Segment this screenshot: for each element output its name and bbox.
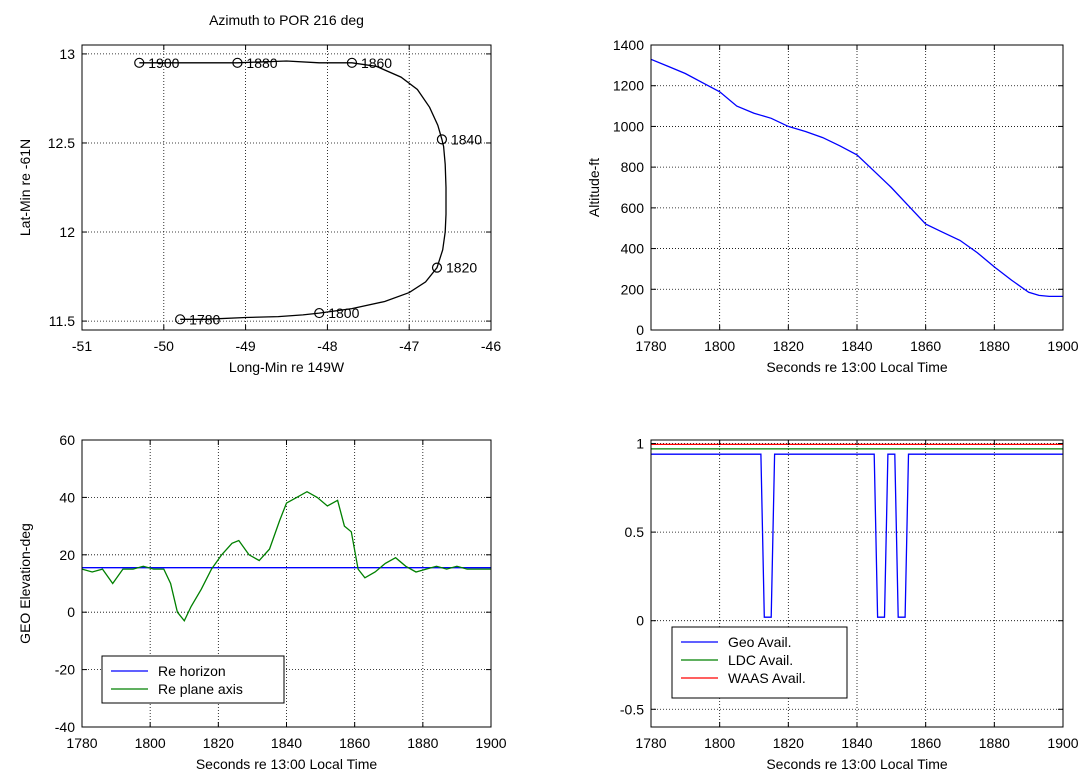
tick-label-y: 0.5 bbox=[625, 524, 645, 540]
chart-title: Azimuth to POR 216 deg bbox=[209, 12, 364, 28]
tick-label-y: 13 bbox=[59, 46, 75, 62]
tick-label-x: 1900 bbox=[1047, 338, 1078, 354]
tick-label-x: 1900 bbox=[1047, 735, 1078, 751]
tick-label-x: 1820 bbox=[773, 735, 804, 751]
marker-label: 1800 bbox=[328, 305, 359, 321]
tick-label-x: -48 bbox=[317, 338, 337, 354]
tick-label-x: 1800 bbox=[135, 735, 166, 751]
tick-label-x: 1800 bbox=[704, 338, 735, 354]
tick-label-x: 1840 bbox=[271, 735, 302, 751]
tick-label-x: -51 bbox=[72, 338, 92, 354]
marker-label: 1860 bbox=[361, 55, 392, 71]
tick-label-y: 60 bbox=[59, 432, 75, 448]
tick-label-x: 1880 bbox=[407, 735, 438, 751]
legend-label: Geo Avail. bbox=[728, 634, 792, 650]
marker-label: 1900 bbox=[148, 55, 179, 71]
plot-series-group bbox=[82, 490, 491, 623]
tick-label-x: 1800 bbox=[704, 735, 735, 751]
tick-label-x: 1780 bbox=[635, 735, 666, 751]
tick-label-x: 1860 bbox=[910, 735, 941, 751]
legend: Geo Avail. LDC Avail. WAAS Avail. bbox=[671, 626, 848, 699]
tick-label-y: 800 bbox=[621, 159, 645, 175]
tick-label-y: -40 bbox=[55, 719, 75, 735]
tick-label-y: 0 bbox=[67, 604, 75, 620]
marker-label: 1780 bbox=[189, 311, 220, 327]
legend-label: WAAS Avail. bbox=[728, 670, 806, 686]
tick-label-x: 1780 bbox=[66, 735, 97, 751]
marker-label: 1820 bbox=[446, 260, 477, 276]
tick-label-y: 0 bbox=[636, 613, 644, 629]
tick-label-y: 1000 bbox=[613, 118, 644, 134]
track-marker bbox=[436, 134, 448, 145]
tick-label-x: 1840 bbox=[841, 735, 872, 751]
tick-label-x: -46 bbox=[481, 338, 501, 354]
track-marker bbox=[175, 314, 186, 325]
track-marker bbox=[346, 57, 358, 68]
series-line-2 bbox=[82, 490, 491, 623]
subplot-1: 1780 1800 1820 1840 1860 1880 1900 -51 -50 -49 -48… bbox=[17, 12, 501, 375]
tick-label-x: 1900 bbox=[475, 735, 506, 751]
tick-label-x: 1840 bbox=[841, 338, 872, 354]
marker-label: 1840 bbox=[451, 131, 482, 147]
subplot-3: 1780 1800 1820 1840 1860 1880 1900 -40 -20 0 20 40 6… bbox=[17, 432, 507, 772]
tick-label-x: 1880 bbox=[979, 735, 1010, 751]
series-line-1 bbox=[139, 60, 447, 320]
tick-label-y: 11.5 bbox=[49, 313, 75, 329]
legend-box bbox=[101, 655, 285, 704]
subplot-4: 1780 1800 1820 1840 1860 1880 1900 -0.5 0 0.5 1 Sec… bbox=[620, 436, 1079, 772]
legend-label: LDC Avail. bbox=[728, 652, 793, 668]
tick-label-y: 1400 bbox=[613, 37, 644, 53]
tick-label-x: 1820 bbox=[773, 338, 804, 354]
tick-label-y: 1200 bbox=[613, 78, 644, 94]
track-marker bbox=[134, 57, 145, 68]
tick-label-x: 1880 bbox=[979, 338, 1010, 354]
legend-box bbox=[671, 626, 848, 699]
axes-box bbox=[81, 44, 492, 331]
tick-label-y: 12 bbox=[59, 224, 75, 240]
plot-series-group bbox=[139, 60, 447, 320]
tick-label-x: -47 bbox=[399, 338, 419, 354]
tick-label-y: 0 bbox=[636, 322, 644, 338]
tick-label-y: 20 bbox=[59, 547, 75, 563]
y-axis-label: Altitude-ft bbox=[586, 158, 602, 217]
subplot-2: 1780 1800 1820 1840 1860 1880 1900 0 200 400 600 80… bbox=[586, 37, 1079, 375]
y-axis-label: Lat-Min re -61N bbox=[17, 139, 33, 236]
legend-label: Re plane axis bbox=[158, 681, 243, 697]
marker-label: 1880 bbox=[246, 55, 277, 71]
tick-label-x: 1820 bbox=[203, 735, 234, 751]
tick-label-y: 400 bbox=[621, 241, 645, 257]
tick-label-y: 200 bbox=[621, 281, 645, 297]
x-axis-label: Long-Min re 149W bbox=[229, 359, 345, 375]
tick-label-x: -50 bbox=[154, 338, 174, 354]
x-axis-label: Seconds re 13:00 Local Time bbox=[766, 359, 948, 375]
tick-label-y: 40 bbox=[59, 489, 75, 505]
track-marker bbox=[431, 262, 443, 273]
x-axis-label: Seconds re 13:00 Local Time bbox=[766, 756, 948, 772]
legend: Re horizon Re plane axis bbox=[101, 655, 285, 704]
tick-label-x: -49 bbox=[235, 338, 255, 354]
tick-label-y: 1 bbox=[636, 436, 644, 452]
tick-label-y: 12.5 bbox=[48, 135, 75, 151]
tick-label-x: 1860 bbox=[339, 735, 370, 751]
y-axis-label: GEO Elevation-deg bbox=[17, 523, 33, 644]
series-line-1 bbox=[651, 453, 1063, 618]
tick-label-y: -20 bbox=[55, 662, 75, 678]
legend-label: Re horizon bbox=[158, 663, 226, 679]
series-line-1 bbox=[651, 58, 1063, 298]
x-axis-label: Seconds re 13:00 Local Time bbox=[196, 756, 378, 772]
tick-label-x: 1860 bbox=[910, 338, 941, 354]
tick-label-y: 600 bbox=[621, 200, 645, 216]
track-marker bbox=[314, 307, 325, 319]
tick-label-x: 1780 bbox=[635, 338, 666, 354]
track-marker bbox=[232, 57, 243, 68]
plot-series-group bbox=[651, 58, 1063, 298]
tick-label-y: -0.5 bbox=[620, 701, 644, 717]
